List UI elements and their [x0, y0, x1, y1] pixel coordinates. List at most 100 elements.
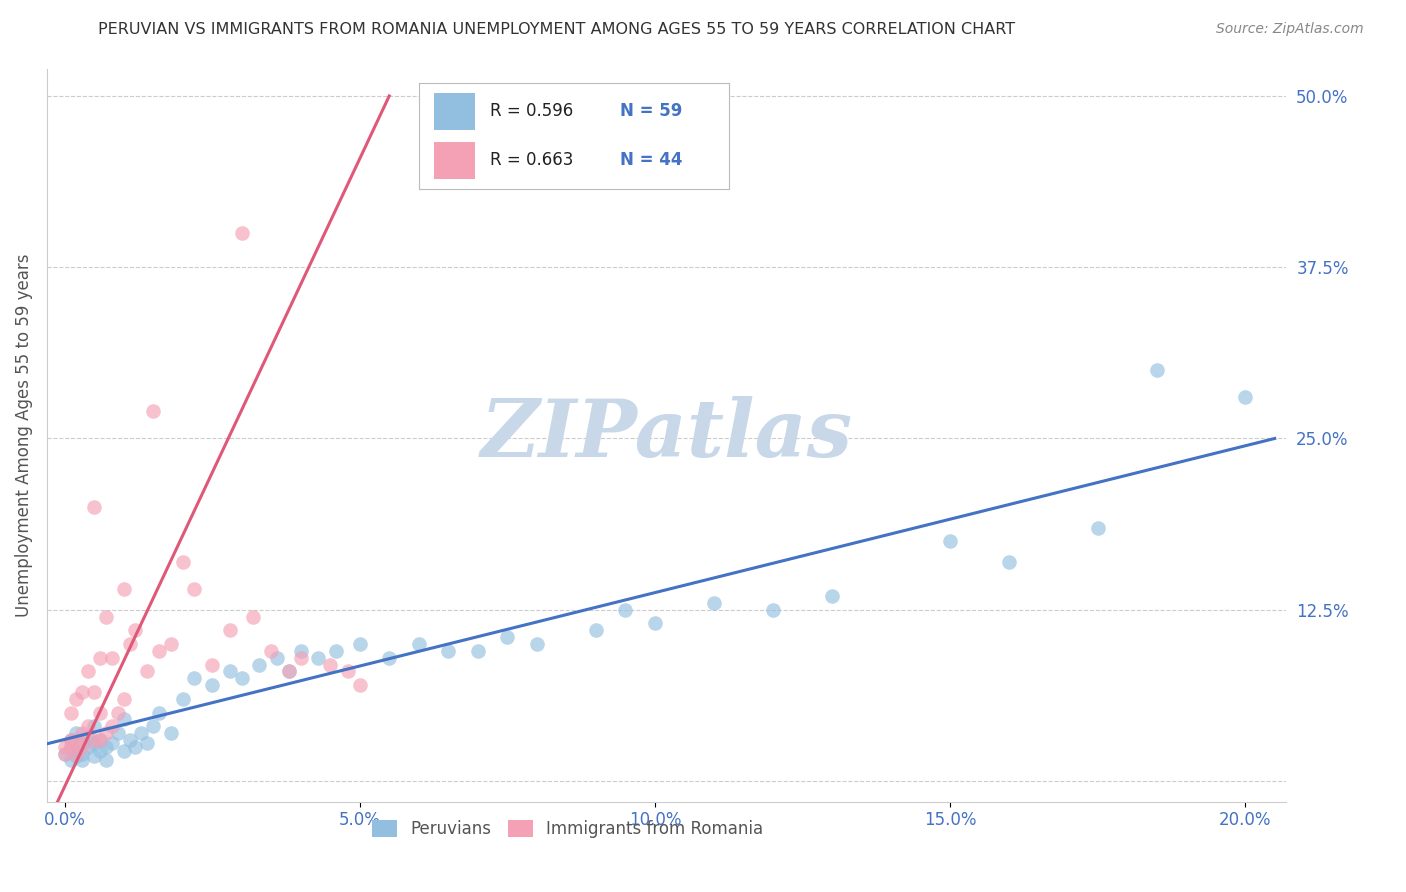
Point — [260, 644, 283, 658]
Point — [89, 706, 111, 720]
Point — [703, 596, 725, 610]
Point — [1087, 520, 1109, 534]
Point — [59, 739, 82, 754]
Point — [183, 671, 205, 685]
Point — [585, 624, 607, 638]
Point — [107, 726, 129, 740]
Point — [408, 637, 430, 651]
Point — [526, 637, 548, 651]
Point — [201, 678, 224, 692]
Point — [939, 534, 962, 549]
Point — [77, 730, 100, 744]
Point — [107, 706, 129, 720]
Point — [83, 685, 105, 699]
Point — [59, 739, 82, 754]
Point — [53, 739, 76, 754]
Point — [136, 736, 159, 750]
Point — [77, 719, 100, 733]
Point — [277, 665, 299, 679]
Point — [160, 726, 183, 740]
Point — [467, 644, 489, 658]
Point — [112, 712, 135, 726]
Point — [247, 657, 270, 672]
Point — [112, 691, 135, 706]
Point — [53, 747, 76, 761]
Point — [148, 644, 170, 658]
Point — [148, 706, 170, 720]
Point — [72, 747, 94, 761]
Point — [277, 665, 299, 679]
Point — [59, 733, 82, 747]
Point — [319, 657, 342, 672]
Point — [101, 650, 124, 665]
Text: PERUVIAN VS IMMIGRANTS FROM ROMANIA UNEMPLOYMENT AMONG AGES 55 TO 59 YEARS CORRE: PERUVIAN VS IMMIGRANTS FROM ROMANIA UNEM… — [98, 22, 1015, 37]
Point — [266, 650, 288, 665]
Point — [496, 630, 519, 644]
Point — [72, 739, 94, 754]
Point — [59, 754, 82, 768]
Point — [290, 650, 312, 665]
Point — [72, 736, 94, 750]
Point — [142, 404, 165, 418]
Point — [112, 744, 135, 758]
Point — [89, 744, 111, 758]
Point — [112, 582, 135, 597]
Y-axis label: Unemployment Among Ages 55 to 59 years: Unemployment Among Ages 55 to 59 years — [15, 253, 32, 616]
Point — [77, 739, 100, 754]
Point — [1234, 390, 1257, 404]
Point — [998, 555, 1021, 569]
Point — [378, 650, 401, 665]
Point — [65, 726, 87, 740]
Point — [89, 733, 111, 747]
Point — [231, 226, 253, 240]
Point — [218, 665, 240, 679]
Point — [65, 744, 87, 758]
Point — [94, 754, 117, 768]
Point — [118, 733, 141, 747]
Point — [83, 500, 105, 514]
Point — [89, 650, 111, 665]
Point — [59, 733, 82, 747]
Point — [762, 603, 785, 617]
Point — [136, 665, 159, 679]
Point — [59, 706, 82, 720]
Point — [218, 624, 240, 638]
Point — [83, 736, 105, 750]
Text: Source: ZipAtlas.com: Source: ZipAtlas.com — [1216, 22, 1364, 37]
Point — [94, 739, 117, 754]
Point — [336, 665, 359, 679]
Point — [160, 637, 183, 651]
Point — [83, 749, 105, 764]
Legend: Peruvians, Immigrants from Romania: Peruvians, Immigrants from Romania — [366, 813, 770, 845]
Point — [307, 650, 329, 665]
Point — [124, 739, 146, 754]
Point — [72, 685, 94, 699]
Point — [614, 603, 637, 617]
Point — [65, 691, 87, 706]
Point — [72, 726, 94, 740]
Point — [201, 657, 224, 672]
Point — [231, 671, 253, 685]
Point — [101, 736, 124, 750]
Point — [89, 733, 111, 747]
Point — [183, 582, 205, 597]
Point — [242, 609, 264, 624]
Point — [644, 616, 666, 631]
Point — [94, 726, 117, 740]
Point — [83, 719, 105, 733]
Point — [325, 644, 347, 658]
Point — [118, 637, 141, 651]
Point — [53, 747, 76, 761]
Point — [72, 754, 94, 768]
Point — [77, 665, 100, 679]
Text: ZIPatlas: ZIPatlas — [481, 396, 853, 474]
Point — [1146, 363, 1168, 377]
Point — [65, 749, 87, 764]
Point — [821, 589, 844, 603]
Point — [172, 691, 194, 706]
Point — [65, 747, 87, 761]
Point — [290, 644, 312, 658]
Point — [83, 733, 105, 747]
Point — [437, 644, 460, 658]
Point — [349, 678, 371, 692]
